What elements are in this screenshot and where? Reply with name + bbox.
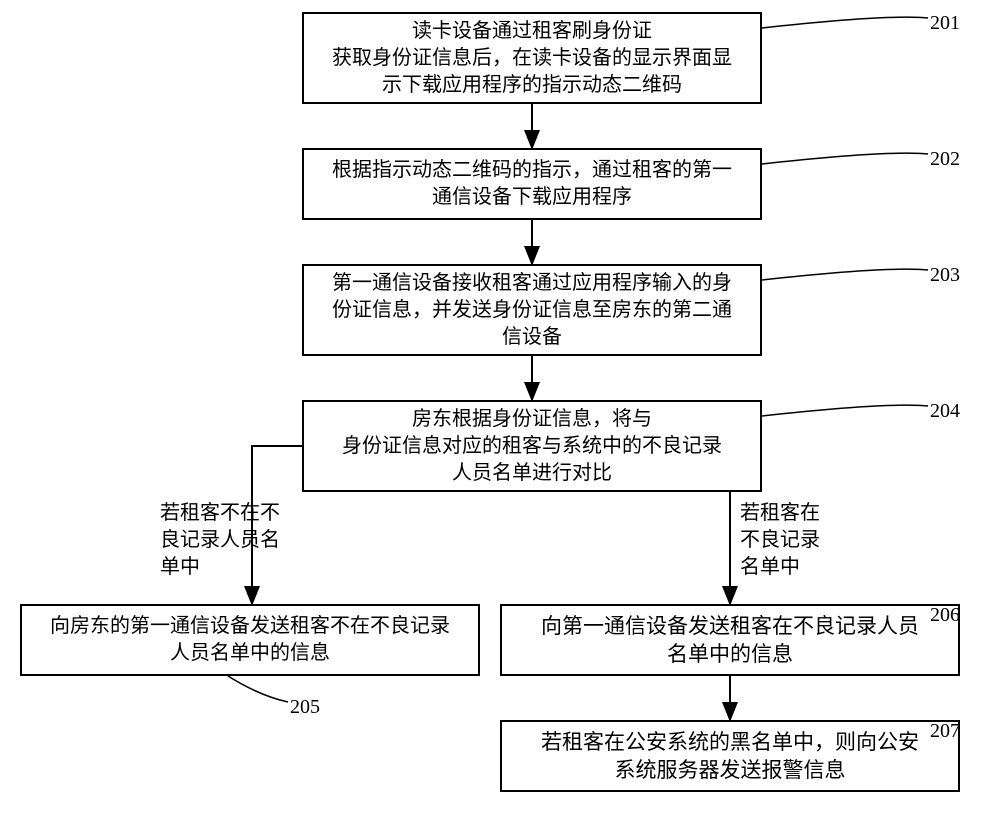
step-203: 第一通信设备接收租客通过应用程序输入的身份证信息，并发送身份证信息至房东的第二通… [302,264,762,356]
step-206: 向第一通信设备发送租客在不良记录人员名单中的信息 [500,604,960,676]
label-201: 201 [930,12,960,35]
step-202: 根据指示动态二维码的指示，通过租客的第一通信设备下载应用程序 [302,148,762,220]
step-201-text: 读卡设备通过租客刷身份证获取身份证信息后，在读卡设备的显示界面显示下载应用程序的… [332,18,732,99]
decision-204: 房东根据身份证信息，将与身份证信息对应的租客与系统中的不良记录人员名单进行对比 [302,400,762,492]
label-205: 205 [290,696,320,719]
step-205: 向房东的第一通信设备发送租客不在不良记录人员名单中的信息 [20,604,480,676]
branch-right-label: 若租客在不良记录名单中 [740,500,820,581]
step-205-text: 向房东的第一通信设备发送租客不在不良记录人员名单中的信息 [50,613,450,667]
label-206: 206 [930,604,960,627]
step-202-text: 根据指示动态二维码的指示，通过租客的第一通信设备下载应用程序 [332,157,732,211]
label-203: 203 [930,264,960,287]
label-204: 204 [930,400,960,423]
label-207: 207 [930,720,960,743]
step-207-text: 若租客在公安系统的黑名单中，则向公安系统服务器发送报警信息 [541,728,919,785]
step-204-text: 房东根据身份证信息，将与身份证信息对应的租客与系统中的不良记录人员名单进行对比 [342,406,722,487]
step-201: 读卡设备通过租客刷身份证获取身份证信息后，在读卡设备的显示界面显示下载应用程序的… [302,12,762,104]
flowchart-canvas: 读卡设备通过租客刷身份证获取身份证信息后，在读卡设备的显示界面显示下载应用程序的… [0,0,1000,815]
step-206-text: 向第一通信设备发送租客在不良记录人员名单中的信息 [541,612,919,669]
step-207: 若租客在公安系统的黑名单中，则向公安系统服务器发送报警信息 [500,720,960,792]
label-202: 202 [930,148,960,171]
branch-left-label: 若租客不在不良记录人员名单中 [160,500,280,581]
step-203-text: 第一通信设备接收租客通过应用程序输入的身份证信息，并发送身份证信息至房东的第二通… [332,270,732,351]
